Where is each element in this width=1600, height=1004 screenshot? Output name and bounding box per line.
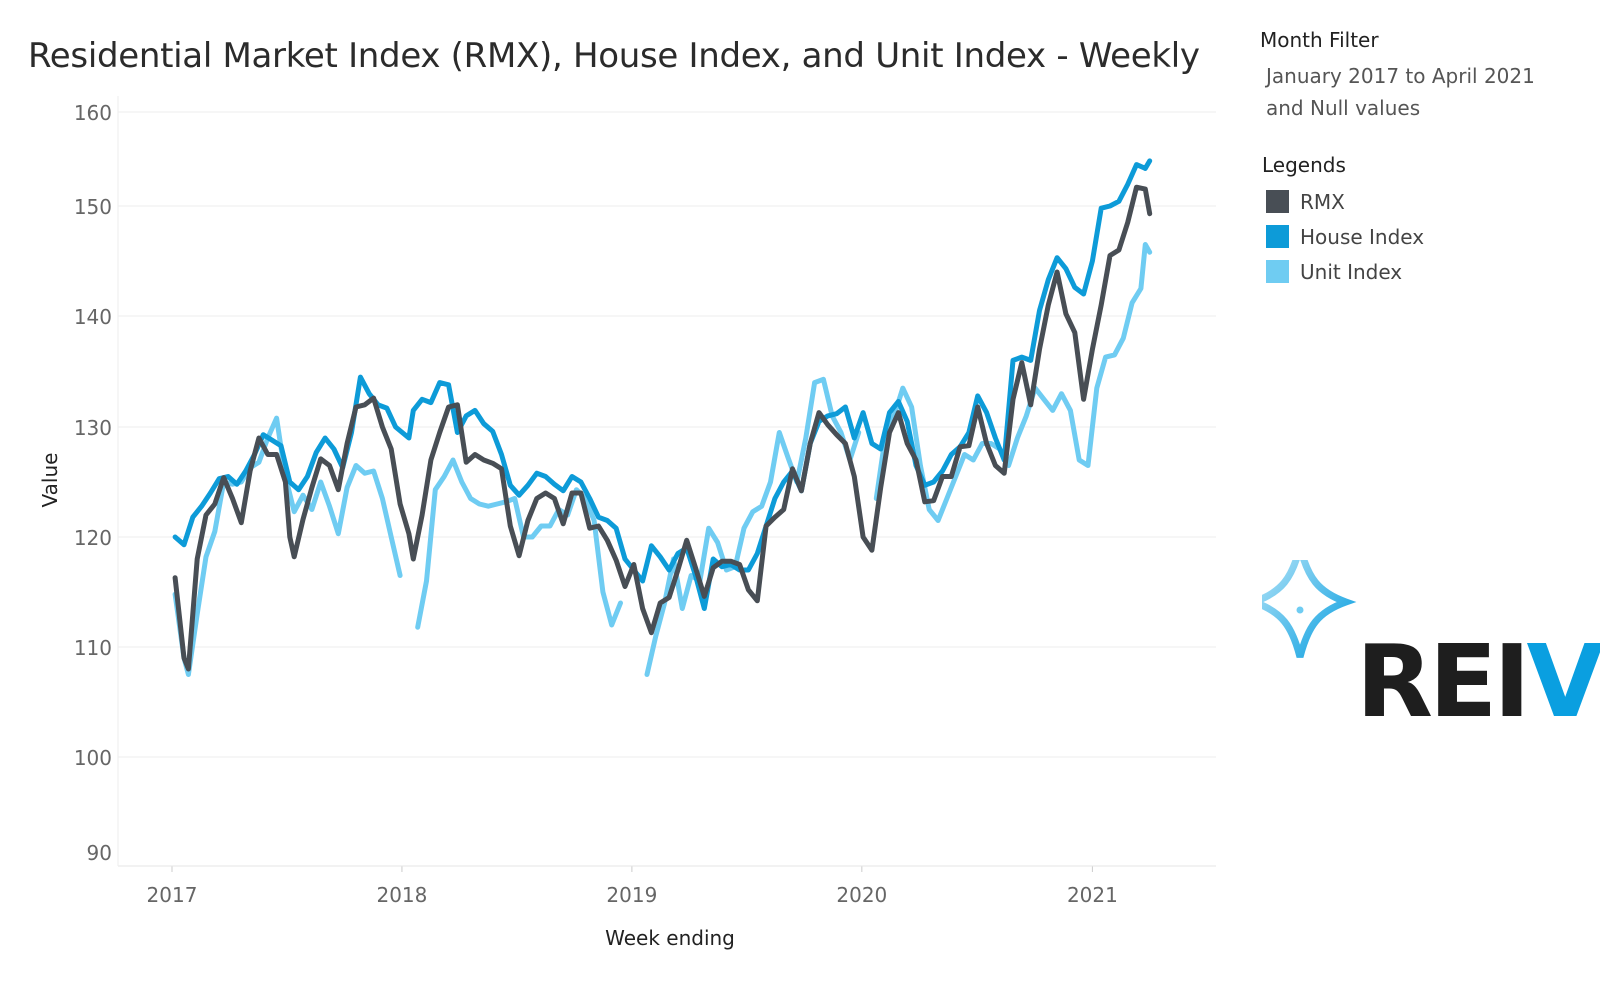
four-point-star-icon bbox=[1262, 560, 1357, 671]
y-tick-label: 120 bbox=[74, 526, 112, 550]
month-filter-value[interactable]: January 2017 to April 2021 and Null valu… bbox=[1266, 60, 1586, 124]
y-axis-ticks: 90 100 110 120 130 140 150 160 bbox=[74, 101, 112, 865]
chart-title: Residential Market Index (RMX), House In… bbox=[28, 36, 1200, 76]
x-tick-label: 2018 bbox=[376, 883, 427, 907]
y-tick-label: 160 bbox=[74, 101, 112, 125]
series-line-house-index[interactable] bbox=[172, 158, 1153, 611]
logo-text-accent: V bbox=[1526, 623, 1600, 740]
line-chart[interactable]: 90 100 110 120 130 140 150 160 2017 2018 2019 2020… bbox=[0, 0, 1240, 1004]
logo-text-main: REI bbox=[1356, 623, 1531, 740]
x-tick-label: 2017 bbox=[147, 883, 198, 907]
reiv-logo-text: REIV bbox=[1356, 632, 1600, 732]
legend-swatch-rmx bbox=[1266, 190, 1289, 213]
series-line-rmx[interactable] bbox=[172, 184, 1153, 672]
month-filter-title: Month Filter bbox=[1260, 28, 1379, 52]
y-tick-label: 100 bbox=[74, 746, 112, 770]
x-tick-label: 2020 bbox=[836, 883, 887, 907]
x-axis-ticks: 2017 2018 2019 2020 2021 bbox=[147, 866, 1118, 907]
y-tick-label: 130 bbox=[74, 416, 112, 440]
y-tick-label: 150 bbox=[74, 195, 112, 219]
legend-item-rmx[interactable]: RMX bbox=[1266, 184, 1424, 219]
y-axis-label: Value bbox=[38, 453, 62, 508]
legend-title: Legends bbox=[1262, 153, 1346, 177]
y-tick-label: 90 bbox=[87, 841, 112, 865]
y-tick-label: 110 bbox=[74, 636, 112, 660]
x-tick-label: 2021 bbox=[1067, 883, 1118, 907]
legend: RMX House Index Unit Index bbox=[1266, 184, 1424, 289]
legend-swatch-house-index bbox=[1266, 225, 1289, 248]
legend-item-unit-index[interactable]: Unit Index bbox=[1266, 254, 1424, 289]
gridlines bbox=[118, 111, 1216, 758]
month-filter-range: January 2017 to April 2021 bbox=[1266, 64, 1535, 88]
series-lines bbox=[172, 158, 1153, 677]
y-tick-label: 140 bbox=[74, 305, 112, 329]
legend-label-house-index: House Index bbox=[1300, 224, 1425, 249]
month-filter-null: and Null values bbox=[1266, 96, 1421, 120]
legend-item-house-index[interactable]: House Index bbox=[1266, 219, 1424, 254]
legend-swatch-unit-index bbox=[1266, 260, 1289, 283]
legend-label-rmx: RMX bbox=[1300, 189, 1345, 214]
x-axis-label: Week ending bbox=[605, 926, 735, 950]
legend-label-unit-index: Unit Index bbox=[1300, 259, 1403, 284]
reiv-logo bbox=[1262, 560, 1357, 671]
x-tick-label: 2019 bbox=[606, 883, 657, 907]
